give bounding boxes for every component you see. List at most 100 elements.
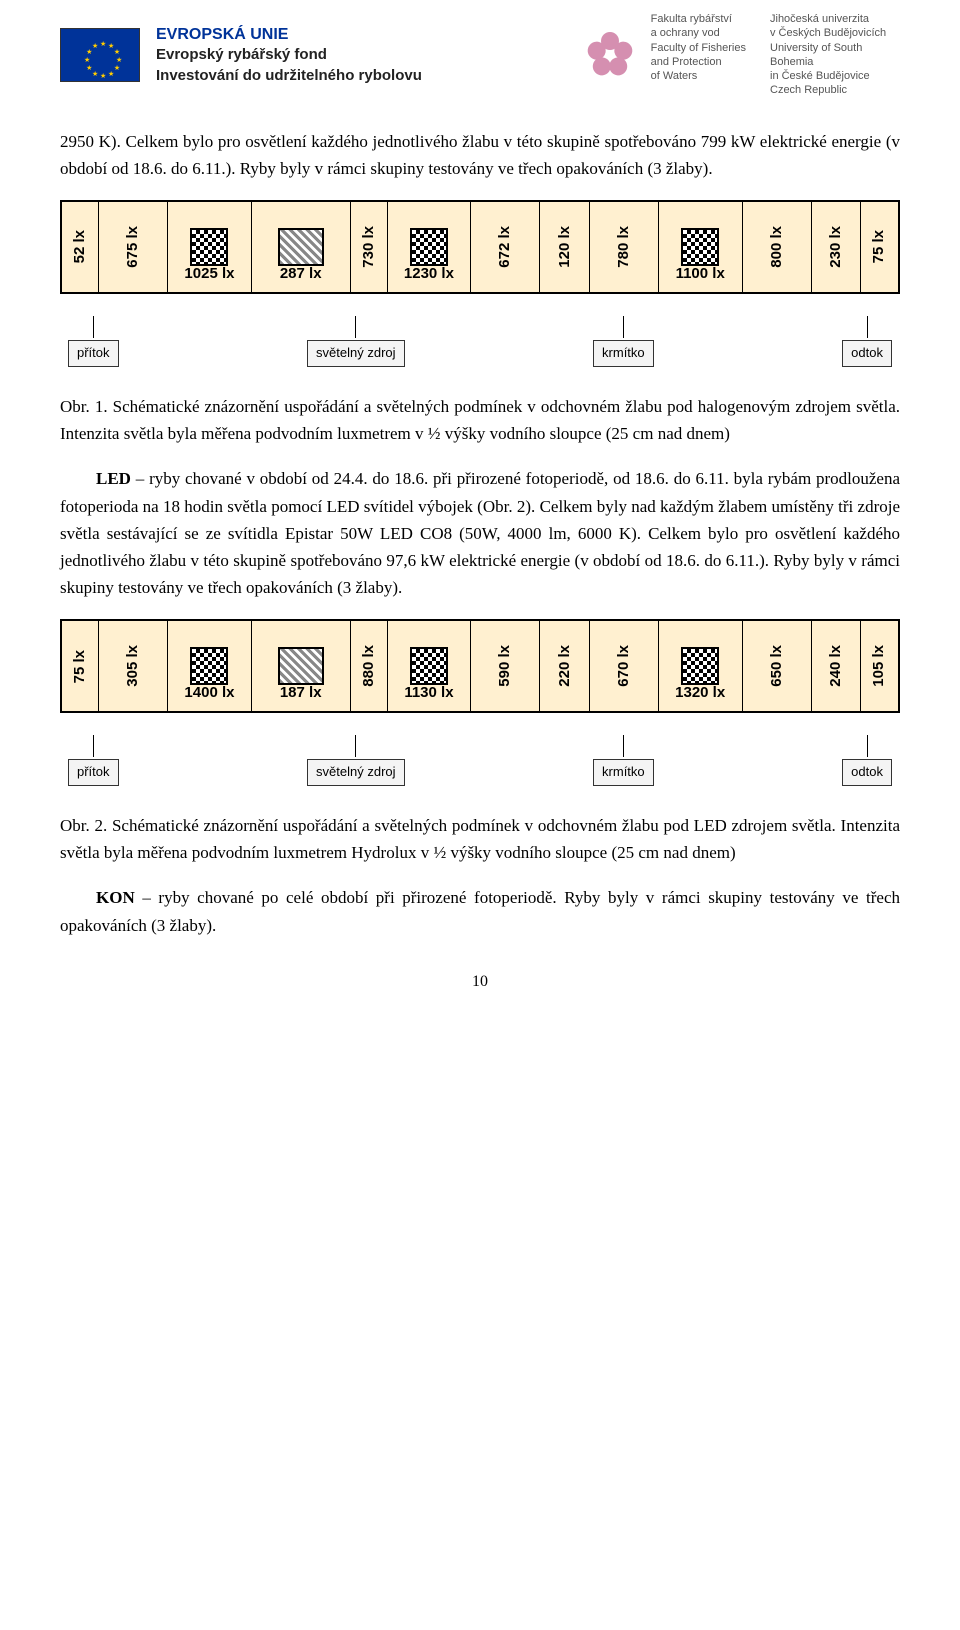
diagram-cell: 650 lx <box>743 621 812 711</box>
diagram-cell: 1320 lx <box>659 621 743 711</box>
lux-label-vertical: 305 lx <box>121 645 145 687</box>
university-text: Fakulta rybářství a ochrany vod Faculty … <box>651 12 900 98</box>
diagram-cell: 780 lx <box>590 202 659 292</box>
legend-item: světelný zdroj <box>307 735 404 786</box>
diagram-cell: 230 lx <box>812 202 861 292</box>
lux-label-vertical: 75 lx <box>867 230 891 263</box>
uni-line: v Českých Budějovicích <box>770 26 900 40</box>
lux-label-horizontal: 187 lx <box>280 681 322 705</box>
lightsource-icon <box>278 647 324 685</box>
lux-label-vertical: 240 lx <box>824 645 848 687</box>
paragraph-3-text: – ryby chované po celé období při přiroz… <box>60 888 900 934</box>
eu-sub1: Evropský rybářský fond <box>156 45 422 65</box>
diagram-1: 52 lx 675 lx 1025 lx 287 lx 730 lx 1230 lx 672… <box>60 200 900 294</box>
legend-item: světelný zdroj <box>307 316 404 367</box>
diagram-cell: 187 lx <box>252 621 351 711</box>
diagram-2-legend: přítok světelný zdroj krmítko odtok <box>68 735 892 786</box>
diagram-cell: 305 lx <box>99 621 168 711</box>
caption-1: Obr. 1. Schématické znázornění uspořádán… <box>60 393 900 447</box>
legend-connector <box>623 316 624 338</box>
diagram-cell: 880 lx <box>351 621 388 711</box>
legend-item: přítok <box>68 316 119 367</box>
diagram-cell: 1400 lx <box>168 621 252 711</box>
paragraph-2-text: – ryby chované v období od 24.4. do 18.6… <box>60 469 900 597</box>
lux-label-vertical: 230 lx <box>824 226 848 268</box>
uni-line: in České Budějovice <box>770 69 900 83</box>
legend-connector <box>355 316 356 338</box>
legend-item: odtok <box>842 735 892 786</box>
legend-connector <box>93 316 94 338</box>
kon-label: KON <box>96 888 135 907</box>
legend-label: světelný zdroj <box>307 759 404 786</box>
eu-text-block: EVROPSKÁ UNIE Evropský rybářský fond Inv… <box>156 24 422 86</box>
diagram-cell: 590 lx <box>471 621 540 711</box>
lux-label-vertical: 105 lx <box>867 645 891 687</box>
diagram-cell: 800 lx <box>743 202 812 292</box>
diagram-cell: 1025 lx <box>168 202 252 292</box>
eu-title: EVROPSKÁ UNIE <box>156 24 422 46</box>
lux-label-horizontal: 287 lx <box>280 262 322 286</box>
uni-line: Faculty of Fisheries <box>651 41 746 55</box>
led-label: LED <box>96 469 131 488</box>
diagram-cell: 220 lx <box>540 621 589 711</box>
feeder-icon <box>410 647 448 685</box>
uni-line: University of South Bohemia <box>770 41 900 70</box>
lux-label-horizontal: 1100 lx <box>676 262 725 286</box>
legend-label: odtok <box>842 340 892 367</box>
legend-label: krmítko <box>593 340 654 367</box>
uni-line: of Waters <box>651 69 746 83</box>
legend-label: přítok <box>68 759 119 786</box>
lux-label-vertical: 730 lx <box>357 226 381 268</box>
legend-connector <box>867 735 868 757</box>
uni-line: Czech Republic <box>770 83 900 97</box>
lux-label-vertical: 120 lx <box>553 226 577 268</box>
diagram-cell: 75 lx <box>861 202 898 292</box>
diagram-cell: 1230 lx <box>388 202 472 292</box>
legend-connector <box>93 735 94 757</box>
uni-line: Fakulta rybářství <box>651 12 746 26</box>
feeder-icon <box>681 647 719 685</box>
legend-connector <box>623 735 624 757</box>
diagram-cell: 1100 lx <box>659 202 743 292</box>
caption-2: Obr. 2. Schématické znázornění uspořádán… <box>60 812 900 866</box>
feeder-icon <box>190 647 228 685</box>
lux-label-horizontal: 1025 lx <box>184 262 234 286</box>
diagram-cell: 287 lx <box>252 202 351 292</box>
legend-label: přítok <box>68 340 119 367</box>
feeder-icon <box>410 228 448 266</box>
lux-label-vertical: 670 lx <box>612 645 636 687</box>
lux-label-vertical: 880 lx <box>357 645 381 687</box>
diagram-cell: 75 lx <box>62 621 99 711</box>
lux-label-vertical: 675 lx <box>121 226 145 268</box>
legend-item: přítok <box>68 735 119 786</box>
paragraph-1: 2950 K). Celkem bylo pro osvětlení každé… <box>60 128 900 182</box>
diagram-cell: 670 lx <box>590 621 659 711</box>
flower-logo-icon <box>585 30 635 80</box>
eu-sub2: Investování do udržitelného rybolovu <box>156 66 422 86</box>
paragraph-2: LED – ryby chované v období od 24.4. do … <box>60 465 900 601</box>
lux-label-vertical: 672 lx <box>493 226 517 268</box>
lux-label-vertical: 650 lx <box>765 645 789 687</box>
diagram-cell: 675 lx <box>99 202 168 292</box>
legend-label: odtok <box>842 759 892 786</box>
legend-label: světelný zdroj <box>307 340 404 367</box>
diagram-cell: 1130 lx <box>388 621 472 711</box>
diagram-cell: 730 lx <box>351 202 388 292</box>
lux-label-horizontal: 1230 lx <box>404 262 454 286</box>
uni-line: and Protection <box>651 55 746 69</box>
feeder-icon <box>681 228 719 266</box>
diagram-2: 75 lx 305 lx 1400 lx 187 lx 880 lx 1130 lx590… <box>60 619 900 713</box>
lux-label-vertical: 52 lx <box>68 230 92 263</box>
eu-flag-icon: ★ ★ ★ ★ ★ ★ ★ ★ ★ ★ ★ ★ <box>60 28 140 82</box>
legend-connector <box>867 316 868 338</box>
page-header: ★ ★ ★ ★ ★ ★ ★ ★ ★ ★ ★ ★ EVROPSKÁ UNIE Ev… <box>60 12 900 98</box>
legend-item: odtok <box>842 316 892 367</box>
diagram-1-legend: přítok světelný zdroj krmítko odtok <box>68 316 892 367</box>
lightsource-icon <box>278 228 324 266</box>
legend-label: krmítko <box>593 759 654 786</box>
feeder-icon <box>190 228 228 266</box>
diagram-cell: 105 lx <box>861 621 898 711</box>
lux-label-vertical: 220 lx <box>553 645 577 687</box>
page-number: 10 <box>60 969 900 995</box>
diagram-cell: 52 lx <box>62 202 99 292</box>
